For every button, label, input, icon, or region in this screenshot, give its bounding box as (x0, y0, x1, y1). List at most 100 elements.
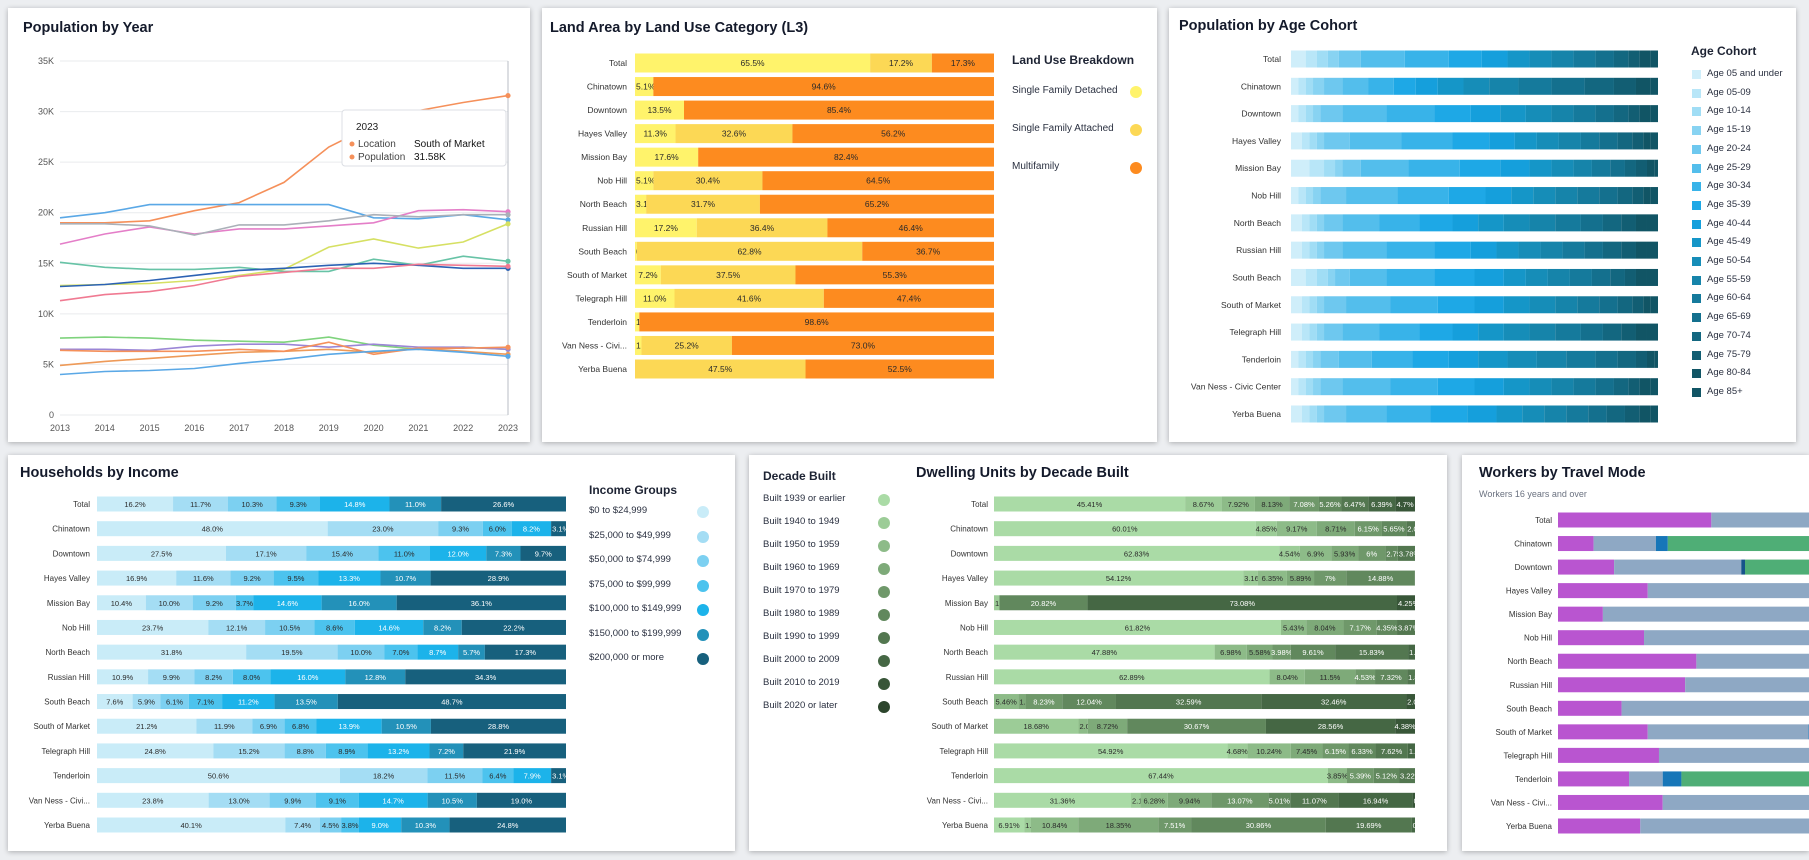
bar-segment (823, 288, 994, 308)
bar-segment (1404, 50, 1449, 68)
legend-item-label: Age 55-59 (1707, 273, 1751, 285)
series-end-point (505, 258, 511, 264)
data-label: 7.0% (392, 648, 409, 657)
bar-segment (1551, 159, 1574, 177)
bar-segment (1324, 323, 1343, 341)
category-label: South of Market (1496, 728, 1553, 737)
data-label: 21.2% (136, 722, 158, 731)
bar-segment (994, 669, 1270, 685)
bar-segment (1246, 644, 1273, 660)
bar-segment (994, 743, 1228, 759)
bar-segment (994, 570, 1244, 586)
bar-segment (1635, 350, 1647, 368)
legend-item-label: Age 70-74 (1707, 329, 1751, 341)
legend-item-label: Age 65-69 (1707, 311, 1751, 323)
bar-segment (97, 644, 247, 660)
data-label: 13.0% (228, 796, 250, 805)
legend-swatch (697, 530, 709, 543)
bar-segment (1309, 296, 1317, 314)
legend-swatch (1692, 387, 1701, 397)
legend-item-label: Age 30-34 (1707, 180, 1751, 192)
bar-segment (653, 171, 763, 191)
bar-segment (635, 194, 647, 214)
bar-segment (1639, 50, 1651, 68)
bar-segment (1347, 768, 1374, 784)
data-label: 15.2% (238, 747, 260, 756)
bar-segment (1406, 521, 1415, 537)
data-label: 7.1% (197, 698, 214, 707)
bar-segment (1290, 792, 1339, 808)
bar-segment (1452, 323, 1479, 341)
category-label: Downtown (53, 549, 90, 558)
bar-segment (660, 265, 796, 285)
bar-segment (1281, 619, 1307, 635)
bar-segment (1558, 630, 1645, 646)
data-label: 14.8% (344, 500, 366, 509)
data-label: 4.68% (1227, 747, 1249, 756)
x-tick-label: 2018 (274, 423, 294, 433)
bar-segment (1551, 105, 1574, 123)
bar-segment (696, 218, 828, 238)
bar-segment (1265, 718, 1396, 734)
bar-segment (1662, 771, 1682, 787)
data-label: 6% (1366, 549, 1377, 558)
data-label: 10.4% (111, 599, 133, 608)
bar-segment (1654, 350, 1658, 368)
bar-segment (381, 718, 431, 734)
bar-segment (1448, 187, 1486, 205)
bar-segment (1342, 105, 1387, 123)
bar-segment (1573, 378, 1596, 396)
bar-segment (1555, 187, 1578, 205)
data-label: 14.7% (383, 796, 405, 805)
bar-segment (1514, 132, 1537, 150)
bar-segment (1518, 241, 1541, 259)
data-label: 18.2% (373, 772, 395, 781)
data-label: 6.9% (260, 722, 277, 731)
legend-item-label: Built 2020 or later (763, 700, 838, 711)
bar-segment (1602, 214, 1622, 232)
data-label: 3.98% (1271, 648, 1293, 657)
bar-segment (1291, 323, 1303, 341)
bar-segment (1577, 187, 1600, 205)
bar-segment (97, 768, 340, 784)
bar-segment (320, 496, 390, 512)
bar-segment (1368, 496, 1396, 512)
data-label: 8.2% (523, 525, 540, 534)
category-label: Chinatown (1514, 540, 1552, 549)
line-chart: 0 5K 10K 15K 20K 25K 30K 35K 2013 2014 2015 2016 201… (38, 56, 518, 433)
bar-segment (1291, 378, 1299, 396)
data-label: 27.5% (151, 549, 173, 558)
bar-segment (1290, 743, 1323, 759)
legend-item-label: Age 20-24 (1707, 142, 1751, 154)
data-label: 9.2% (206, 599, 223, 608)
bar-segment (1272, 644, 1291, 660)
bar-segment (1613, 50, 1629, 68)
category-label: Total (1535, 516, 1552, 525)
data-label: 6.8% (292, 722, 309, 731)
bar-segment (931, 53, 994, 73)
bar-segment (176, 570, 231, 586)
series-end-point (505, 221, 511, 227)
bar-segment (1646, 350, 1655, 368)
bar-segment (1643, 187, 1651, 205)
bar-segment (551, 521, 566, 537)
data-label: 8.2% (434, 623, 451, 632)
bar-segment (476, 792, 566, 808)
bar-segment (1635, 77, 1651, 95)
bar-segment (1617, 132, 1633, 150)
bar-segment (1324, 241, 1343, 259)
bar-segment (196, 718, 253, 734)
bar-segment (1635, 323, 1647, 341)
bar-segment (513, 768, 552, 784)
data-label: 62.89% (1119, 673, 1145, 682)
category-label: Mission Bay (581, 152, 628, 162)
series-line (59, 263, 509, 302)
legend-swatch (1130, 162, 1142, 174)
category-label: South Beach (942, 698, 988, 707)
bar-segment (284, 743, 326, 759)
bar-segment (380, 570, 431, 586)
y-tick-label: 15K (38, 258, 54, 268)
bar-segment (1355, 669, 1376, 685)
data-label: 13.5% (296, 698, 318, 707)
bar-segment (1437, 296, 1475, 314)
